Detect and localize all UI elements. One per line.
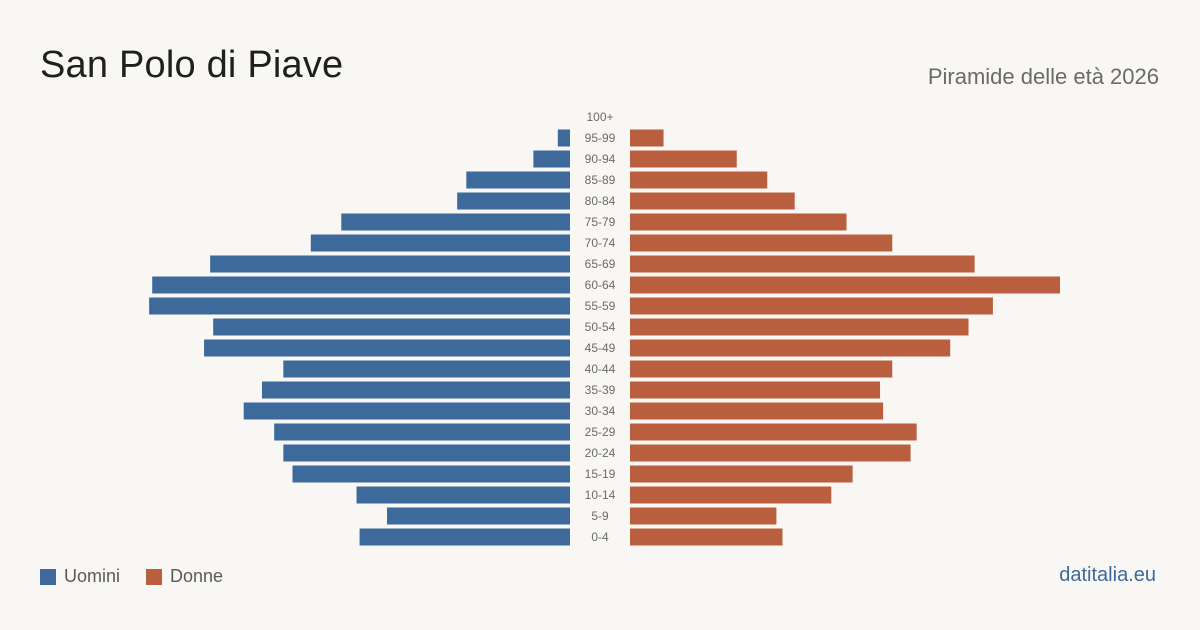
legend-item-women: Donne — [146, 566, 223, 587]
age-group-label: 45-49 — [585, 341, 616, 355]
bar-men-45-49 — [204, 339, 571, 357]
age-group-label: 5-9 — [591, 509, 609, 523]
age-group-label: 90-94 — [585, 152, 616, 166]
legend-swatch-men — [40, 568, 56, 585]
bar-men-15-19 — [292, 465, 570, 483]
bar-women-85-89 — [630, 171, 768, 189]
age-group-label: 35-39 — [585, 383, 616, 397]
bar-men-0-4 — [359, 528, 570, 546]
age-group-label: 30-34 — [585, 404, 616, 418]
bar-men-40-44 — [283, 360, 570, 378]
bar-men-75-79 — [341, 213, 570, 231]
bar-men-30-34 — [243, 402, 571, 420]
page-title: San Polo di Piave — [40, 44, 344, 86]
bar-women-30-34 — [630, 402, 884, 420]
chart-subtitle: Piramide delle età 2026 — [927, 64, 1159, 89]
bar-women-75-79 — [630, 213, 847, 231]
chart-legend: Uomini Donne — [40, 566, 249, 587]
bar-women-60-64 — [630, 276, 1060, 294]
bar-men-35-39 — [261, 381, 570, 399]
bar-women-15-19 — [630, 465, 853, 483]
age-group-label: 10-14 — [585, 488, 616, 502]
bar-men-95-99 — [557, 129, 570, 147]
bar-women-10-14 — [630, 486, 832, 504]
bar-women-5-9 — [630, 507, 777, 525]
age-group-label: 80-84 — [585, 194, 616, 208]
age-group-label: 60-64 — [585, 278, 616, 292]
bar-men-90-94 — [533, 150, 570, 168]
bar-men-60-64 — [152, 276, 570, 294]
bar-women-25-29 — [630, 423, 917, 441]
bar-women-50-54 — [630, 318, 969, 336]
bar-women-70-74 — [630, 234, 893, 252]
bar-men-70-74 — [310, 234, 570, 252]
bar-men-20-24 — [283, 444, 570, 462]
legend-swatch-women — [146, 568, 163, 585]
bar-women-35-39 — [630, 381, 881, 399]
age-group-label: 50-54 — [585, 320, 616, 334]
legend-label-men: Uomini — [64, 566, 121, 586]
bar-women-55-59 — [630, 297, 993, 315]
age-group-label: 40-44 — [585, 362, 616, 376]
age-group-label: 100+ — [586, 110, 613, 124]
bar-women-0-4 — [630, 528, 783, 546]
bar-men-65-69 — [210, 255, 570, 273]
source-link[interactable]: datitalia.eu — [1059, 564, 1156, 586]
age-group-label: 75-79 — [585, 215, 616, 229]
bar-women-65-69 — [630, 255, 975, 273]
age-group-label: 55-59 — [585, 299, 616, 313]
bar-men-80-84 — [457, 192, 570, 210]
bar-women-95-99 — [630, 129, 664, 147]
bar-men-25-29 — [274, 423, 570, 441]
bar-men-55-59 — [149, 297, 571, 315]
age-group-label: 95-99 — [585, 131, 616, 145]
bar-men-85-89 — [466, 171, 570, 189]
age-group-label: 20-24 — [585, 446, 616, 460]
age-group-label: 0-4 — [591, 530, 609, 544]
age-group-label: 65-69 — [585, 257, 616, 271]
legend-item-men: Uomini — [40, 566, 120, 587]
bar-women-45-49 — [630, 339, 951, 357]
bar-men-5-9 — [387, 507, 570, 525]
bar-women-90-94 — [630, 150, 737, 168]
age-group-label: 70-74 — [585, 236, 616, 250]
age-group-label: 15-19 — [585, 467, 616, 481]
age-group-label: 85-89 — [585, 173, 616, 187]
bar-women-40-44 — [630, 360, 893, 378]
age-group-label: 25-29 — [585, 425, 616, 439]
bar-women-20-24 — [630, 444, 911, 462]
bar-women-80-84 — [630, 192, 795, 210]
bar-men-10-14 — [356, 486, 570, 504]
legend-label-women: Donne — [170, 566, 224, 586]
bar-men-50-54 — [213, 318, 571, 336]
